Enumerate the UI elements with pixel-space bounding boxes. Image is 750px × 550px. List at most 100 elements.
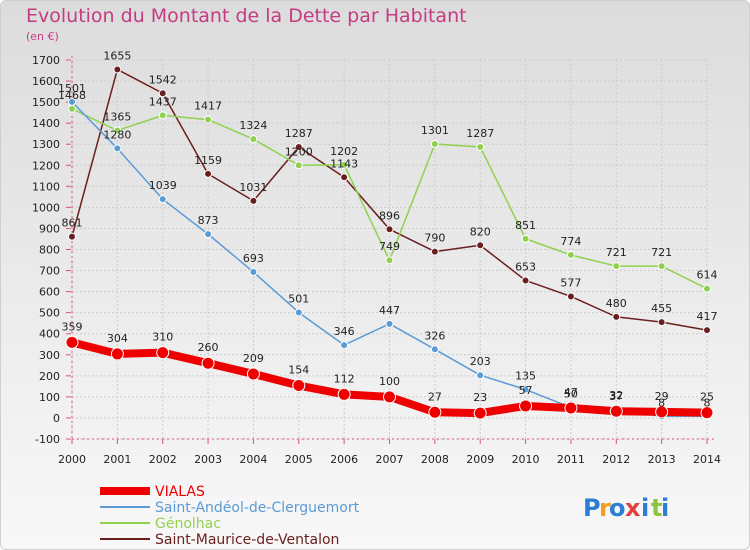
data-label: 203	[470, 355, 491, 368]
data-point	[566, 250, 575, 259]
data-label: 873	[198, 214, 219, 227]
data-label: 1202	[330, 145, 358, 158]
x-tick-label: 2011	[557, 453, 585, 466]
logo-letter: t	[651, 494, 662, 522]
data-label: 721	[606, 246, 627, 259]
data-point	[655, 405, 669, 419]
data-label: 135	[515, 370, 536, 383]
legend-label: VIALAS	[155, 484, 205, 500]
data-label: 653	[515, 260, 536, 273]
x-tick-label: 2009	[466, 453, 494, 466]
data-label: 1365	[103, 111, 131, 124]
data-point	[158, 111, 167, 120]
data-label: 455	[651, 302, 672, 315]
y-tick-label: 300	[39, 349, 60, 362]
data-label: 154	[288, 364, 309, 377]
axes: -100 0 100 200 300 400 500 600 700 800 900 1000 1100…	[32, 54, 721, 466]
y-tick-label: 1300	[32, 138, 60, 151]
data-label: 749	[379, 240, 400, 253]
data-label: 1287	[466, 127, 494, 140]
data-point	[249, 268, 258, 277]
data-label: 112	[334, 372, 355, 385]
chart-unit: (en €)	[26, 30, 59, 43]
data-label: 693	[243, 252, 264, 265]
data-label: 326	[424, 329, 445, 342]
data-point	[612, 262, 621, 271]
data-point	[383, 390, 396, 404]
data-point	[294, 308, 303, 317]
data-label: 417	[697, 310, 718, 323]
data-label: 480	[606, 297, 627, 310]
data-label: 346	[334, 325, 355, 338]
y-tick-label: 1600	[32, 75, 60, 88]
y-tick-label: 600	[39, 286, 60, 299]
x-tick-label: 2013	[648, 453, 676, 466]
data-label: 359	[62, 320, 83, 333]
data-point	[385, 225, 394, 234]
data-point	[156, 346, 170, 360]
x-tick-label: 2005	[285, 453, 313, 466]
data-label: 614	[697, 269, 718, 282]
data-point	[519, 399, 533, 413]
data-point	[430, 140, 439, 149]
data-point	[476, 142, 485, 151]
data-label: 57	[519, 384, 533, 397]
logo-letter: i	[661, 494, 669, 522]
data-label: 1324	[239, 119, 267, 132]
y-tick-label: 1500	[32, 96, 60, 109]
data-label: 1501	[58, 82, 86, 95]
data-label: 1031	[239, 181, 267, 194]
y-tick-label: -100	[35, 433, 60, 446]
data-label: 896	[379, 209, 400, 222]
proxiti-logo: Pro x i ti	[583, 494, 669, 522]
data-label: 8	[704, 396, 711, 409]
y-tick-label: 100	[39, 391, 60, 404]
data-point	[476, 241, 485, 250]
data-point	[657, 262, 666, 271]
x-tick-label: 2002	[149, 453, 177, 466]
data-label: 501	[288, 292, 309, 305]
data-point	[521, 276, 530, 285]
data-label: 1287	[285, 127, 313, 140]
y-tick-label: 700	[39, 265, 60, 278]
legend-label: Saint-Maurice-de-Ventalon	[155, 532, 339, 548]
data-point	[249, 196, 258, 205]
data-point	[337, 387, 351, 401]
data-point	[292, 379, 306, 393]
data-label: 721	[651, 246, 672, 259]
data-point	[246, 367, 260, 381]
y-tick-label: 500	[39, 307, 60, 320]
data-point	[65, 335, 79, 349]
data-label: 861	[62, 217, 83, 230]
logo-letter: x	[625, 494, 641, 522]
data-point	[612, 312, 621, 321]
data-point	[476, 371, 485, 380]
data-point	[68, 104, 76, 113]
data-point	[385, 319, 394, 328]
y-tick-label: 800	[39, 244, 60, 257]
data-point	[703, 284, 711, 293]
x-tick-label: 2001	[103, 453, 131, 466]
data-labels: 861 1655 1542 1159 1031 1287 1143 896 790 820 653 5…	[58, 49, 718, 409]
data-point	[113, 65, 122, 74]
x-tick-label: 2003	[194, 453, 222, 466]
y-tick-label: 0	[53, 412, 60, 425]
legend-label: Saint-Andéol-de-Clerguemort	[155, 500, 360, 516]
data-point	[110, 347, 124, 361]
data-label: 260	[198, 341, 219, 354]
data-point	[294, 161, 303, 170]
data-point	[68, 232, 76, 241]
data-point	[158, 89, 167, 98]
data-point	[204, 169, 213, 178]
x-tick-label: 2008	[421, 453, 449, 466]
y-tick-label: 400	[39, 328, 60, 341]
data-label: 447	[379, 304, 400, 317]
data-point	[564, 401, 578, 415]
data-point	[158, 195, 167, 204]
data-label: 1301	[421, 124, 449, 137]
data-point	[113, 126, 122, 135]
data-point	[430, 345, 439, 354]
data-point	[340, 173, 349, 182]
data-label: 577	[560, 276, 581, 289]
data-point	[68, 97, 76, 106]
